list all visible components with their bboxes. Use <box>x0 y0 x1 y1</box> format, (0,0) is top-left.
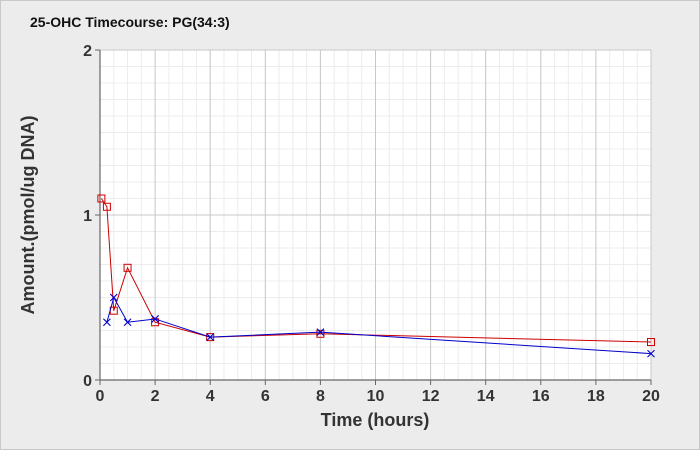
x-marker-stroke <box>109 293 118 302</box>
x-tick-label: 10 <box>367 388 385 405</box>
series-1-point <box>97 194 106 203</box>
x-marker-stroke <box>647 349 655 358</box>
series-1-point <box>316 329 325 338</box>
series-2-point <box>206 333 215 341</box>
x-tick-label: 14 <box>477 388 495 405</box>
x-tick-label: 20 <box>642 388 660 405</box>
y-axis-label: Amount.(pmol/ug DNA) <box>18 116 38 315</box>
x-tick-label: 18 <box>587 388 605 405</box>
x-tick-label: 4 <box>206 388 215 405</box>
series-2-point <box>102 318 111 327</box>
x-tick-label: 2 <box>151 388 160 405</box>
series-1-point <box>102 202 111 211</box>
x-tick-label: 12 <box>422 388 440 405</box>
x-tick-label: 16 <box>532 388 550 405</box>
x-ticks: 0 2 4 6 8 10 12 14 16 18 20 <box>96 380 660 405</box>
series-1-line <box>100 198 652 343</box>
x-marker-stroke <box>316 328 325 337</box>
x-marker-stroke <box>123 318 132 327</box>
x-tick-label: 6 <box>261 388 270 405</box>
series-2-point <box>109 293 118 302</box>
x-marker-stroke <box>151 315 159 323</box>
y-tick-label: 0 <box>83 373 92 390</box>
y-ticks: 0 1 2 <box>83 43 100 390</box>
chart-title: 25-OHC Timecourse: PG(34:3) <box>30 14 230 30</box>
y-tick-label: 2 <box>83 43 92 60</box>
x-axis-label: Time (hours) <box>321 410 430 430</box>
series-1-point <box>123 263 132 272</box>
series-1-point <box>647 338 655 347</box>
series-layer <box>97 194 655 358</box>
x-marker-stroke <box>206 333 215 341</box>
x-tick-label: 8 <box>316 388 325 405</box>
x-marker-stroke <box>102 318 111 327</box>
x-tick-label: 0 <box>96 388 105 405</box>
y-tick-label: 1 <box>83 208 92 225</box>
series-2-point <box>647 349 655 358</box>
series-2-point <box>316 328 325 337</box>
series-2-point <box>151 315 159 323</box>
series-2-point <box>123 318 132 327</box>
